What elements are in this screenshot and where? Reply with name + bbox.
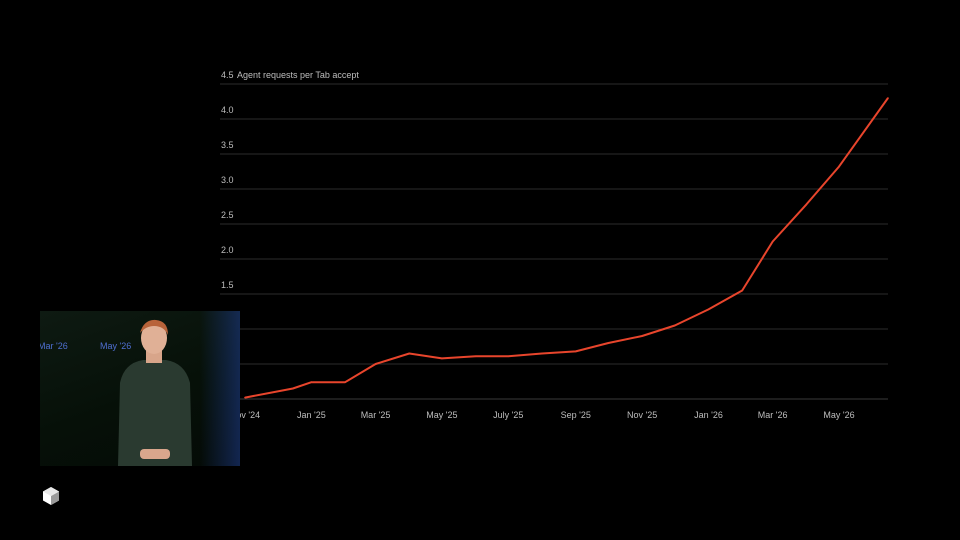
data-point xyxy=(673,324,676,327)
x-tick-label: May '25 xyxy=(426,410,457,420)
cube-logo-icon xyxy=(43,487,59,505)
data-point xyxy=(771,240,774,243)
y-tick-label: 2.5 xyxy=(221,210,234,220)
x-tick-label: Sep '25 xyxy=(561,410,591,420)
y-tick-label: 3.5 xyxy=(221,140,234,150)
series-group xyxy=(244,97,889,399)
y-tick-label: 4.5 xyxy=(221,70,234,80)
x-tick-label: Mar '26 xyxy=(758,410,788,420)
y-tick-labels: 1.5 2.0 2.5 3.0 3.5 4.0 4.5 xyxy=(221,70,234,290)
data-point xyxy=(292,387,294,390)
y-tick-label: 4.0 xyxy=(221,105,234,115)
data-point xyxy=(838,165,840,168)
data-point xyxy=(244,396,246,399)
data-point xyxy=(574,350,577,353)
y-tick-label: 1.5 xyxy=(221,280,234,290)
y-tick-label: 2.0 xyxy=(221,245,234,255)
data-point xyxy=(374,363,377,365)
data-point xyxy=(310,381,313,384)
x-tick-label: July '25 xyxy=(493,410,523,420)
x-tick-label: Mar '25 xyxy=(361,410,391,420)
data-point xyxy=(344,381,346,384)
video-mirror-label: May '26 xyxy=(100,341,132,351)
data-point xyxy=(707,308,710,311)
y-tick-label: 3.0 xyxy=(221,175,234,185)
data-point xyxy=(441,357,443,360)
video-mirror-label: Mar '26 xyxy=(40,341,68,351)
y-axis-title: Agent requests per Tab accept xyxy=(237,70,359,80)
x-tick-label: Nov '25 xyxy=(627,410,657,420)
gridlines xyxy=(220,83,888,400)
x-tick-label: Nov '24 xyxy=(230,410,260,420)
data-point xyxy=(541,352,543,355)
x-tick-label: May '26 xyxy=(823,410,854,420)
video-background-glow xyxy=(200,311,240,466)
data-point xyxy=(805,203,808,206)
presenter-figure xyxy=(118,319,192,466)
data-point xyxy=(507,355,510,358)
data-point xyxy=(741,289,744,292)
data-point xyxy=(641,335,643,337)
data-point xyxy=(408,352,411,355)
data-point xyxy=(887,97,889,99)
x-tick-label: Jan '25 xyxy=(297,410,326,420)
series-line xyxy=(244,97,889,399)
x-tick-labels: Nov '24 Jan '25 Mar '25 May '25 July '25 Sep … xyxy=(230,410,855,420)
data-point xyxy=(474,355,477,358)
data-point xyxy=(607,342,610,344)
presenter-video: Mar '26 May '26 xyxy=(40,311,240,466)
x-tick-label: Jan '26 xyxy=(694,410,723,420)
